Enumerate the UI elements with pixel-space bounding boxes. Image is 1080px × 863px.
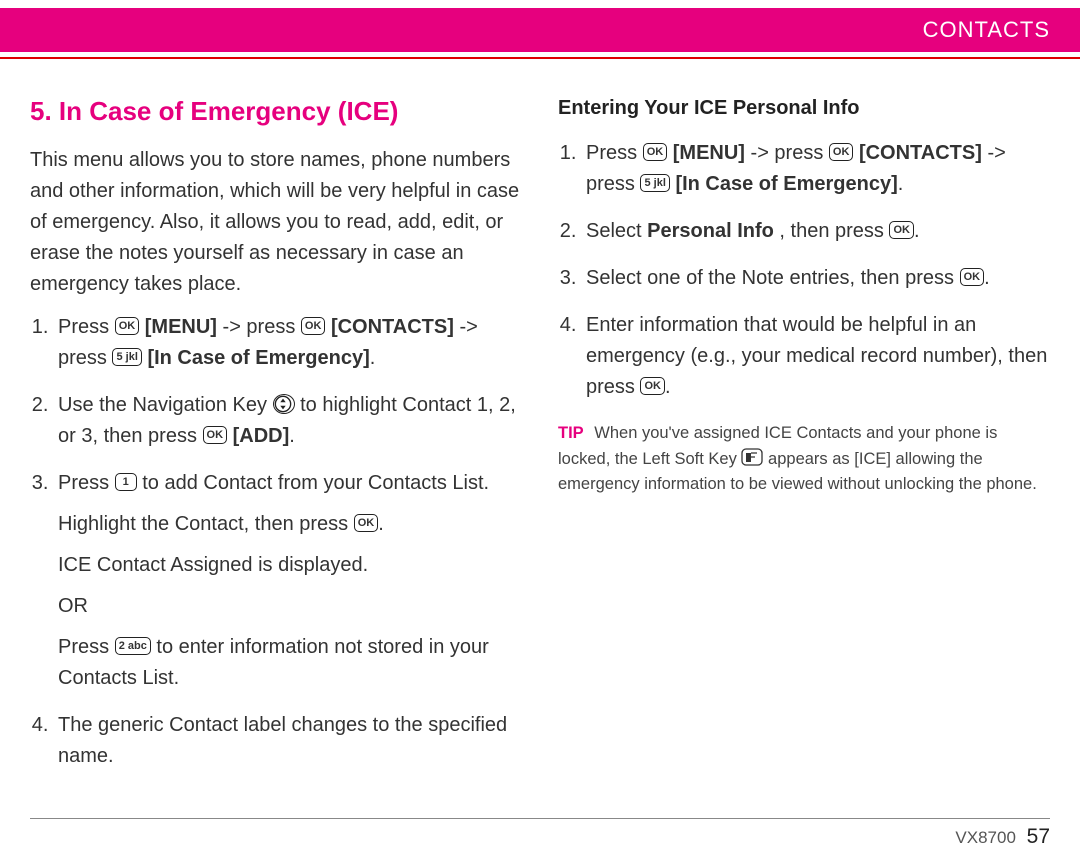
- subsection-title: Entering Your ICE Personal Info: [558, 93, 1050, 124]
- step-3-assigned: ICE Contact Assigned is displayed.: [58, 550, 522, 581]
- ok-key-icon: OK: [889, 221, 914, 239]
- steps-list-left: Press OK [MENU] -> press OK [CONTACTS] -…: [30, 312, 522, 772]
- steps-list-right: Press OK [MENU] -> press OK [CONTACTS] -…: [558, 138, 1050, 403]
- step-2: Use the Navigation Key to highlight Cont…: [54, 390, 522, 452]
- ok-key-icon: OK: [960, 268, 985, 286]
- nav-key-icon: [273, 394, 295, 414]
- r-step-2: Select Personal Info , then press OK.: [582, 216, 1050, 247]
- ok-key-icon: OK: [354, 514, 379, 532]
- five-key-icon: 5 jkl: [112, 348, 141, 366]
- step-4: The generic Contact label changes to the…: [54, 710, 522, 772]
- two-key-icon: 2 abc: [115, 637, 151, 655]
- left-column: 5. In Case of Emergency (ICE) This menu …: [30, 85, 522, 793]
- intro-paragraph: This menu allows you to store names, pho…: [30, 145, 522, 300]
- section-title: 5. In Case of Emergency (ICE): [30, 91, 522, 131]
- step-1: Press OK [MENU] -> press OK [CONTACTS] -…: [54, 312, 522, 374]
- model-number: VX8700: [955, 828, 1016, 847]
- left-soft-key-icon: [741, 448, 763, 466]
- step-3-alt: Press 2 abc to enter information not sto…: [58, 632, 522, 694]
- content-columns: 5. In Case of Emergency (ICE) This menu …: [30, 85, 1050, 793]
- page-number: 57: [1027, 825, 1050, 848]
- accent-line: [0, 57, 1080, 59]
- footer-rule: [30, 818, 1050, 819]
- r-step-1: Press OK [MENU] -> press OK [CONTACTS] -…: [582, 138, 1050, 200]
- header-title: CONTACTS: [923, 17, 1050, 43]
- ok-key-icon: OK: [829, 143, 854, 161]
- ok-key-icon: OK: [643, 143, 668, 161]
- five-key-icon: 5 jkl: [640, 174, 669, 192]
- ok-key-icon: OK: [115, 317, 140, 335]
- step-3-highlight: Highlight the Contact, then press OK.: [58, 509, 522, 540]
- header-bar: CONTACTS: [0, 8, 1080, 52]
- r-step-3: Select one of the Note entries, then pre…: [582, 263, 1050, 294]
- manual-page: CONTACTS 5. In Case of Emergency (ICE) T…: [0, 0, 1080, 863]
- tip-block: TIP When you've assigned ICE Contacts an…: [558, 421, 1050, 498]
- footer: VX8700 57: [955, 825, 1050, 849]
- step-3-or: OR: [58, 591, 522, 622]
- step-3: Press 1 to add Contact from your Contact…: [54, 468, 522, 694]
- tip-label: TIP: [558, 424, 584, 442]
- right-column: Entering Your ICE Personal Info Press OK…: [558, 85, 1050, 793]
- ok-key-icon: OK: [301, 317, 326, 335]
- ok-key-icon: OK: [640, 377, 665, 395]
- ok-key-icon: OK: [203, 426, 228, 444]
- one-key-icon: 1: [115, 473, 137, 491]
- r-step-4: Enter information that would be helpful …: [582, 310, 1050, 403]
